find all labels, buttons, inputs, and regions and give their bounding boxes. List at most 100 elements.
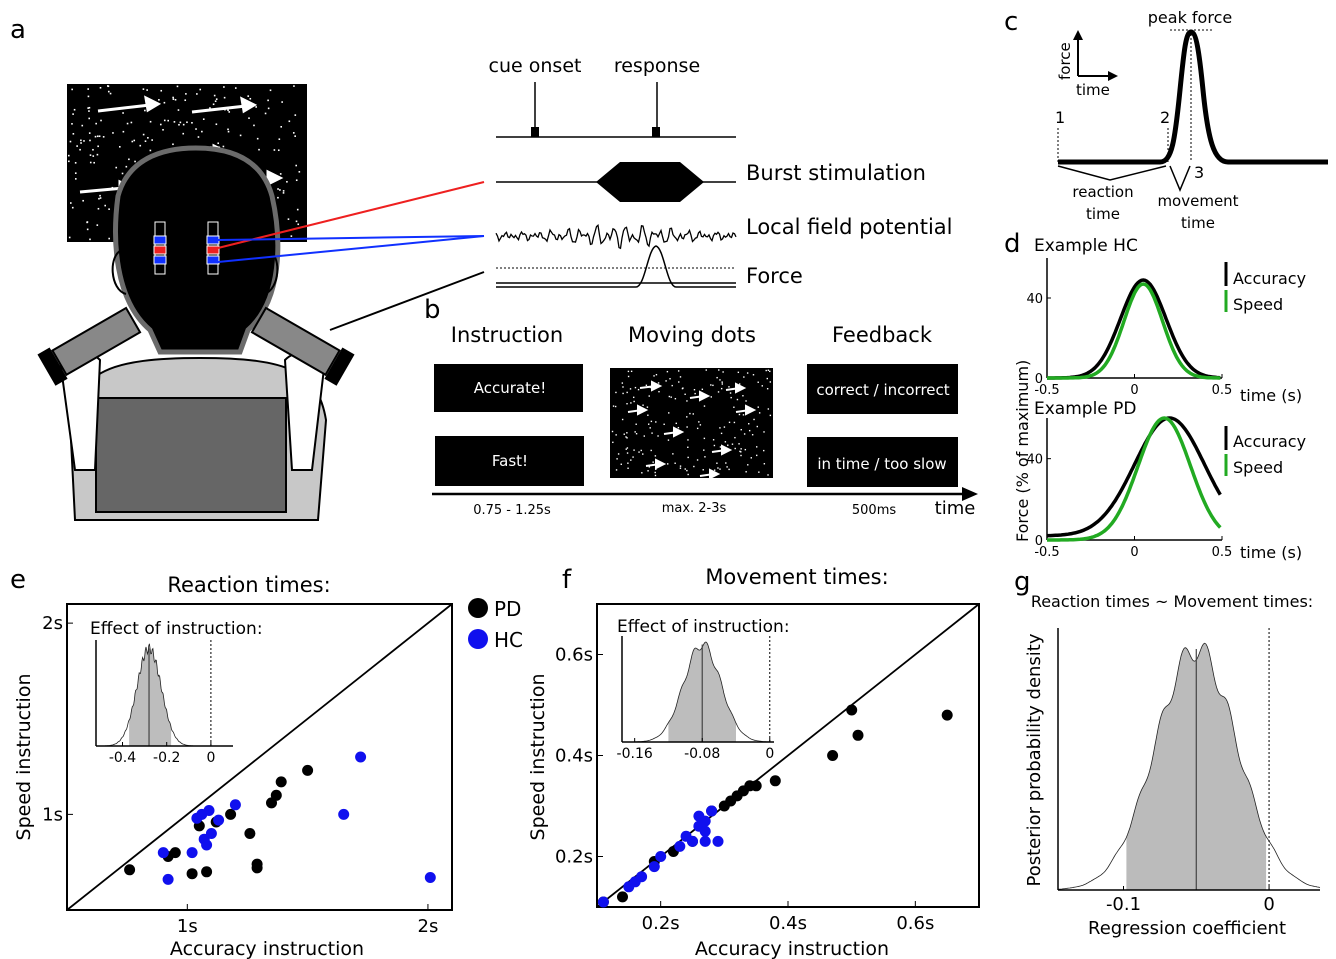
panel-label-d: d — [1004, 229, 1021, 259]
lfp-trace — [495, 224, 737, 250]
xtick-label: -0.4 — [109, 750, 136, 766]
force-label: Force — [746, 264, 803, 288]
d-xtick-label: 0.5 — [1212, 545, 1233, 560]
fb-time: in time / too slow — [817, 455, 946, 473]
panel-a-illustration — [37, 84, 485, 521]
panel-label-f: f — [562, 565, 572, 595]
d-ylabel: Force (% of maximum) — [1013, 360, 1032, 542]
dur-feedback: 500ms — [852, 503, 896, 518]
burst-label: Burst stimulation — [746, 161, 926, 185]
xtick-label: 2s — [418, 916, 439, 937]
time-axis-small-label: time — [1076, 81, 1110, 99]
legend-hc-marker — [468, 629, 488, 649]
hc-title: Example HC — [1034, 236, 1138, 256]
legend-hc: HC — [494, 628, 523, 652]
hc-xlabel: time (s) — [1240, 386, 1302, 405]
pd-point — [169, 847, 181, 859]
fb-correct: correct / incorrect — [816, 381, 949, 399]
pd-point — [251, 858, 263, 870]
hc-point — [699, 825, 711, 837]
pd-point — [750, 780, 762, 792]
pd-point — [769, 775, 781, 787]
right-ear — [263, 249, 279, 295]
hc-point — [355, 751, 367, 763]
pd-point — [124, 864, 136, 876]
hc-point — [687, 835, 698, 847]
panel-label-b: b — [424, 295, 441, 325]
d-xtick-label: 0 — [1130, 383, 1138, 398]
moving-dots-screen — [610, 368, 773, 478]
pd-point — [186, 868, 198, 880]
hc-point — [186, 847, 198, 859]
marker-3: 3 — [1194, 163, 1204, 182]
pd-title: Example PD — [1034, 399, 1137, 419]
response-label: response — [614, 55, 700, 77]
d-ytick-label: 0 — [1035, 534, 1043, 549]
hc-point — [213, 814, 225, 826]
panel-c-force-schematic: peak force force time 1 2 3 reaction time… — [1055, 8, 1328, 232]
pd-point — [244, 828, 256, 839]
e-inset-title: Effect of instruction: — [90, 619, 263, 639]
d-ytick-label: 40 — [1026, 292, 1043, 307]
f-xlabel: Accuracy instruction — [695, 938, 889, 959]
movement-time-label: movement time — [1157, 192, 1238, 232]
panel-label-g: g — [1014, 567, 1031, 597]
small-arrows-icon — [627, 380, 757, 480]
f-ylabel: Speed instruction — [527, 674, 549, 841]
xtick-label: 0 — [1263, 894, 1274, 915]
d-xtick-label: -0.5 — [1034, 383, 1059, 398]
pd-legend-speed: Speed — [1233, 458, 1283, 477]
xtick-label: 1s — [177, 916, 198, 937]
hc-point — [157, 847, 169, 859]
instr-accurate: Accurate! — [474, 379, 546, 397]
ytick-label: 0.6s — [555, 645, 593, 666]
hc-point — [162, 873, 174, 885]
xtick-label: -0.2 — [153, 750, 180, 766]
panel-label-c: c — [1004, 7, 1018, 37]
head-silhouette — [113, 145, 281, 355]
hc-point — [648, 861, 660, 873]
hc-point — [674, 840, 686, 852]
panel-label-a: a — [10, 15, 26, 45]
hc-point — [424, 872, 436, 883]
marker-1: 1 — [1055, 108, 1065, 127]
d-ytick-label: 0 — [1035, 372, 1043, 387]
pd-point — [302, 764, 314, 776]
hc-point — [201, 839, 213, 851]
pd-point — [941, 709, 953, 721]
pd-point — [846, 704, 858, 716]
pd-legend-accuracy: Accuracy — [1233, 432, 1306, 451]
xtick-label: 0 — [765, 746, 774, 762]
e-xlabel: Accuracy instruction — [170, 938, 364, 959]
hc-point — [229, 799, 241, 811]
dur-dots: max. 2-3s — [662, 501, 727, 516]
force-axis-label: force — [1056, 42, 1074, 80]
header-feedback: Feedback — [832, 323, 933, 347]
d-xtick-label: -0.5 — [1034, 545, 1059, 560]
density-curve — [622, 641, 774, 743]
panel-a-traces: cue onset response Burst stimulation Loc… — [489, 55, 953, 288]
e-ylabel: Speed instruction — [13, 674, 35, 841]
pd-point — [852, 729, 864, 741]
d-xtick-label: 0 — [1130, 545, 1138, 560]
hc-point — [706, 805, 718, 817]
xtick-label: -0.1 — [1106, 894, 1141, 915]
header-moving-dots: Moving dots — [628, 323, 756, 347]
reaction-time-label: reaction time — [1072, 183, 1133, 223]
marker-2: 2 — [1160, 108, 1170, 127]
force-curve — [1058, 29, 1328, 165]
electrode-right — [206, 221, 220, 275]
speed-curve — [1047, 282, 1221, 380]
pd-xlabel: time (s) — [1240, 543, 1302, 562]
speed-curve — [1047, 416, 1222, 542]
electrode-left — [153, 221, 167, 275]
hc-point — [203, 805, 215, 816]
ytick-label: 0.2s — [555, 847, 593, 868]
panel-d-force-profiles: Force (% of maximum) Example HC Example … — [1013, 236, 1306, 562]
pd-point — [617, 891, 628, 903]
xtick-label: 0.4s — [769, 913, 807, 934]
peak-force-label: peak force — [1148, 8, 1232, 27]
right-force-sensor-icon — [250, 306, 355, 386]
ytick-label: 2s — [42, 613, 63, 634]
